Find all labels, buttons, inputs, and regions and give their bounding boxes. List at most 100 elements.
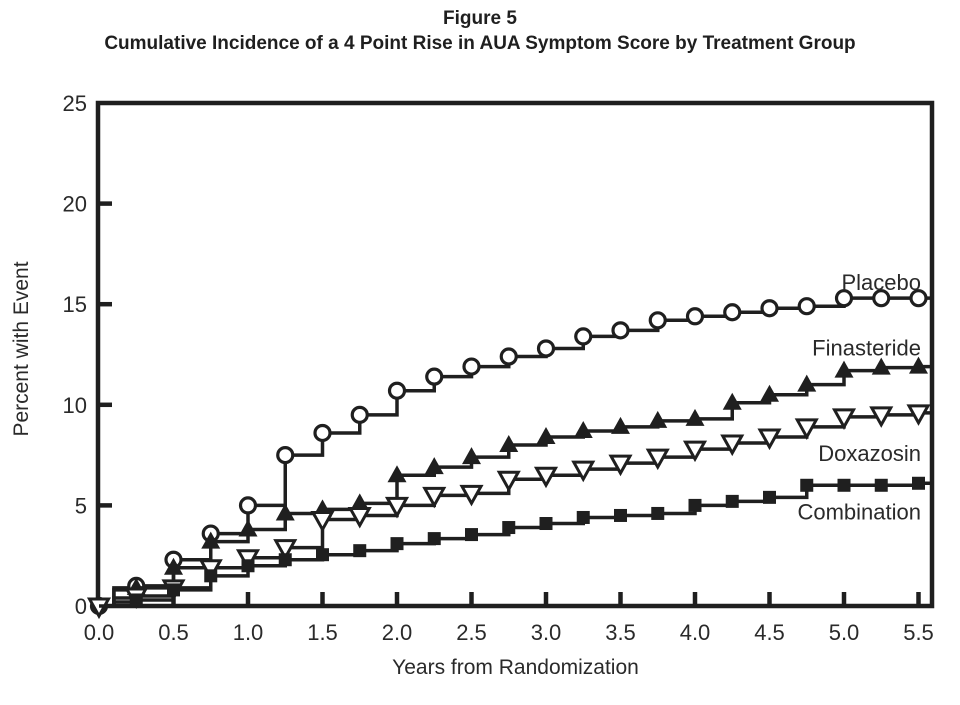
- triangle-up-filled-marker: [611, 416, 630, 434]
- circle-open-marker: [872, 289, 891, 308]
- title-block: Figure 5 Cumulative Incidence of a 4 Poi…: [0, 6, 960, 56]
- triangle-up-filled-marker: [275, 503, 295, 521]
- square-filled-marker: [539, 517, 553, 531]
- triangle-down-open-marker: [235, 549, 261, 571]
- x-axis-label: Years from Randomization: [392, 656, 639, 679]
- triangle-down-open-marker: [273, 539, 298, 561]
- circle-open-marker: [648, 311, 667, 330]
- square-filled-marker: [800, 478, 814, 492]
- circle-open-marker: [685, 307, 705, 326]
- circle-open-marker: [425, 367, 444, 386]
- triangle-down-open-marker: [347, 506, 372, 529]
- square-filled-marker: [204, 569, 218, 583]
- series-finasteride: Finasteride: [99, 336, 931, 608]
- square-filled-marker: [912, 476, 925, 490]
- square-filled-marker: [874, 478, 888, 492]
- circle-open-marker: [797, 297, 816, 316]
- triangle-down-open-marker: [533, 466, 559, 489]
- square-filled-marker: [576, 510, 590, 524]
- triangle-down-open-marker: [422, 486, 447, 509]
- circle-open-marker: [350, 405, 369, 424]
- series-line-placebo: [99, 296, 931, 608]
- circle-open-marker: [909, 289, 928, 308]
- triangle-up-filled-marker: [722, 392, 742, 410]
- triangle-up-filled-marker: [164, 557, 183, 575]
- circle-open-marker: [834, 289, 854, 308]
- x-tick-label: 2.0: [382, 620, 413, 645]
- triangle-down-open-marker: [310, 510, 335, 533]
- circle-open-marker: [238, 496, 258, 515]
- triangle-down-open-marker: [831, 408, 857, 430]
- triangle-up-filled-marker: [648, 410, 668, 428]
- triangle-down-open-marker: [384, 496, 410, 519]
- y-tick-label: 20: [63, 192, 87, 217]
- y-tick-label: 15: [63, 292, 87, 317]
- triangle-up-filled-marker: [909, 356, 928, 374]
- square-filled-marker: [763, 490, 776, 504]
- y-tick-label: 0: [75, 594, 87, 619]
- triangle-down-open-marker: [198, 559, 223, 581]
- triangle-up-filled-marker: [536, 426, 556, 444]
- triangle-up-filled-marker: [201, 531, 221, 549]
- x-tick-label: 1.0: [233, 620, 264, 645]
- figure-title: Cumulative Incidence of a 4 Point Rise i…: [104, 33, 856, 54]
- square-filled-marker: [316, 548, 329, 562]
- x-tick-label: 1.5: [307, 620, 338, 645]
- x-tick-label: 2.5: [456, 620, 487, 645]
- square-filled-marker: [725, 494, 739, 508]
- figure-number: Figure 5: [443, 8, 517, 29]
- triangle-down-open-marker: [571, 460, 596, 483]
- triangle-down-open-marker: [459, 484, 484, 507]
- circle-open-marker: [536, 339, 556, 358]
- triangle-down-open-marker: [496, 470, 521, 493]
- triangle-down-open-marker: [720, 434, 745, 457]
- triangle-up-filled-marker: [350, 493, 370, 511]
- triangle-down-open-marker: [608, 454, 633, 477]
- series-label-doxazosin: Doxazosin: [818, 441, 921, 466]
- y-tick-label: 5: [75, 493, 87, 518]
- y-tick-label: 10: [63, 393, 87, 418]
- triangle-up-filled-marker: [387, 465, 407, 483]
- x-tick-label: 4.0: [680, 620, 711, 645]
- x-tick-label: 5.0: [829, 620, 860, 645]
- triangle-down-open-marker: [906, 404, 931, 426]
- series-label-combination: Combination: [797, 499, 921, 524]
- circle-open-marker: [276, 446, 295, 465]
- series-label-finasteride: Finasteride: [812, 336, 921, 361]
- square-filled-marker: [167, 583, 180, 597]
- circle-open-marker: [499, 347, 518, 366]
- square-filled-marker: [614, 508, 627, 522]
- square-filled-marker: [241, 559, 255, 573]
- square-filled-marker: [688, 498, 702, 512]
- circle-open-marker: [611, 321, 630, 340]
- y-axis-label: Percent with Event: [10, 261, 33, 437]
- axis-ticks: 0.0 0.5 1.0 1.5 2.0 2.5 3.0 3.5 4.0 4.5 5.0 5.5 0 5 10…: [63, 91, 934, 645]
- x-tick-label: 5.5: [903, 620, 934, 645]
- series-combination: Combination: [99, 476, 931, 608]
- x-tick-label: 3.5: [605, 620, 636, 645]
- square-filled-marker: [502, 521, 516, 535]
- x-tick-label: 0.0: [84, 620, 115, 645]
- square-filled-marker: [390, 537, 404, 551]
- circle-open-marker: [462, 357, 481, 376]
- triangle-up-filled-marker: [499, 435, 519, 453]
- square-filled-marker: [651, 506, 665, 520]
- triangle-down-open-marker: [757, 428, 782, 451]
- series-label-placebo: Placebo: [841, 270, 921, 295]
- square-filled-marker: [465, 528, 478, 542]
- square-filled-marker: [837, 478, 851, 492]
- triangle-down-open-marker: [794, 418, 819, 441]
- y-tick-label: 25: [63, 91, 87, 116]
- square-filled-marker: [427, 532, 441, 546]
- triangle-up-filled-marker: [871, 357, 891, 375]
- circle-open-marker: [723, 303, 742, 322]
- triangle-up-filled-marker: [573, 420, 593, 438]
- triangle-up-filled-marker: [797, 374, 817, 392]
- x-tick-label: 0.5: [158, 620, 189, 645]
- triangle-down-open-marker: [645, 448, 670, 471]
- triangle-up-filled-marker: [462, 447, 481, 465]
- triangle-up-filled-marker: [424, 457, 444, 475]
- circle-open-marker: [313, 423, 332, 443]
- triangle-up-filled-marker: [685, 408, 705, 426]
